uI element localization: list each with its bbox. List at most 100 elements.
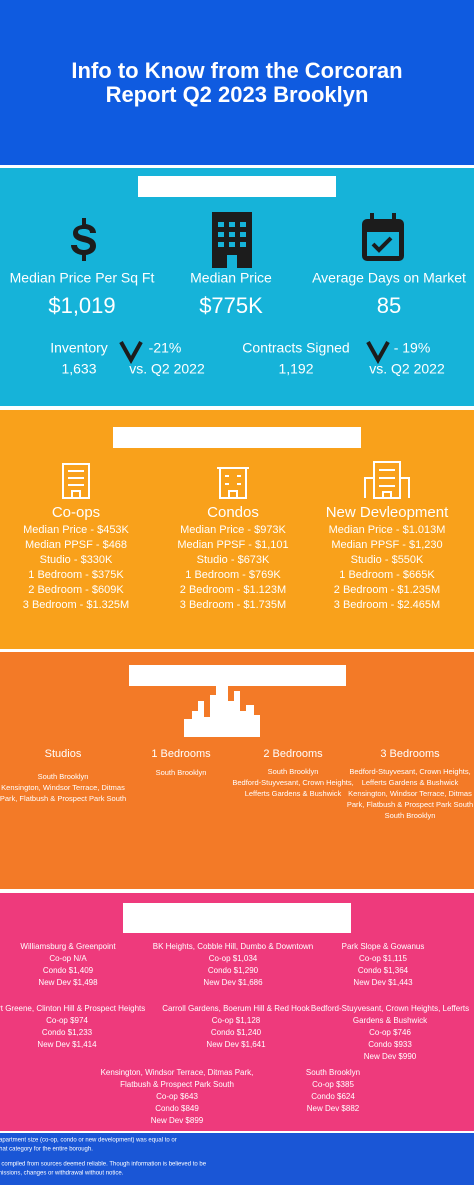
column-heading: 1 Bedrooms: [151, 748, 211, 760]
column-heading: Studios: [45, 748, 82, 760]
stat-label: Median Price Per Sq Ft: [10, 270, 155, 286]
badge: [138, 176, 336, 197]
check-icon: [119, 341, 143, 365]
marketwide-band: [0, 168, 474, 406]
price-line: Condo $1,240: [211, 1028, 262, 1037]
condos-icon: [217, 467, 249, 499]
price-line: Condo $933: [368, 1040, 412, 1049]
section-heading: MARKETWIDE NUMBERS: [164, 179, 311, 193]
area-line: Kensington, Windsor Terrace, Ditmas: [348, 789, 472, 798]
footnote: correct, it is presented subject to erro…: [0, 1171, 124, 1177]
change-comparison: vs. Q2 2022: [129, 361, 205, 377]
section-heading: AREA MEDIAN PRICE PER SQUARE: [142, 906, 332, 918]
area-line: South Brooklyn: [268, 767, 319, 776]
change-comparison: vs. Q2 2022: [369, 361, 445, 377]
header-band: [0, 0, 474, 165]
price-line: Condo $1,364: [358, 966, 409, 975]
price-line: Condo $1,290: [208, 966, 259, 975]
price-line: Co-op $974: [46, 1016, 88, 1025]
price-line: Condo $1,409: [43, 966, 94, 975]
column-heading: Condos: [207, 504, 259, 521]
area-line: Kensington, Windsor Terrace, Ditmas: [1, 783, 125, 792]
area-name: Fort Greene, Clinton Hill & Prospect Hei…: [0, 1004, 145, 1013]
area-line: Bedford-Stuyvesant, Crown Heights,: [349, 767, 470, 776]
area-name: Bedford-Stuyvesant, Crown Heights, Leffe…: [311, 1004, 469, 1013]
column-line: 1 Bedroom - $665K: [339, 569, 435, 581]
column-line: 2 Bedroom - $609K: [28, 584, 124, 596]
column-heading: Co-ops: [52, 504, 100, 521]
column-line: 1 Bedroom - $769K: [185, 569, 281, 581]
price-line: New Dev $1,414: [37, 1040, 97, 1049]
column-line: 2 Bedroom - $1.235M: [334, 584, 440, 596]
title: Report Q2 2023 Brooklyn: [106, 82, 369, 107]
column-line: Median Price - $1.013M: [329, 524, 446, 536]
column-heading: 2 Bedrooms: [263, 748, 323, 760]
area-name: Kensington, Windsor Terrace, Ditmas Park…: [101, 1068, 254, 1077]
area-name: South Brooklyn: [306, 1068, 360, 1077]
area-line: Lefferts Gardens & Bushwick: [362, 778, 459, 787]
price-line: Co-op $1,115: [359, 954, 407, 963]
price-line: Condo $849: [155, 1104, 199, 1113]
skyline-icon: [184, 674, 260, 737]
column-line: Studio - $673K: [197, 554, 270, 566]
price-line: New Dev $1,686: [203, 978, 263, 987]
column-line: Median Price - $973K: [180, 524, 286, 536]
section-heading: MOST AFFORDABLE AREAS FOR...*: [141, 670, 333, 682]
area-line: Park, Flatbush & Prospect Park South: [347, 800, 473, 809]
title: Info to Know from the Corcoran: [71, 58, 402, 83]
footnote: All material herein is intended for info…: [0, 1162, 207, 1168]
check-icon: [366, 341, 390, 365]
price-line: Condo $1,233: [42, 1028, 93, 1037]
column-line: 2 Bedroom - $1.123M: [180, 584, 286, 596]
column-line: Studio - $330K: [40, 554, 113, 566]
column-line: 1 Bedroom - $375K: [28, 569, 124, 581]
price-line: Co-op N/A: [49, 954, 87, 963]
footer-band: [0, 1133, 474, 1185]
change-value: 1,192: [278, 361, 313, 377]
price-line: Co-op $1,128: [212, 1016, 261, 1025]
area-line: South Brooklyn: [385, 811, 436, 820]
section-heading: FOOT: [222, 919, 253, 931]
building-icon: [212, 212, 252, 268]
column-line: Median Price - $453K: [23, 524, 129, 536]
footnote: less than the median price for that cate…: [0, 1147, 93, 1153]
change-value: 1,633: [61, 361, 96, 377]
change-label: Contracts Signed: [242, 340, 349, 356]
footnote: *Areas where the median price per square…: [0, 1138, 177, 1144]
price-line: New Dev $990: [364, 1052, 417, 1061]
price-line: New Dev $1,498: [38, 978, 98, 987]
area-name: BK Heights, Cobble Hill, Dumbo & Downtow…: [153, 942, 314, 951]
price-line: New Dev $899: [151, 1116, 204, 1125]
column-line: 3 Bedroom - $2.465M: [334, 599, 440, 611]
stat-label: Median Price: [190, 270, 272, 286]
area-line: Bedford-Stuyvesant, Crown Heights,: [232, 778, 353, 787]
price-line: Co-op $1,034: [209, 954, 258, 963]
column-line: Median PPSF - $1,230: [331, 539, 442, 551]
price-line: Co-op $643: [156, 1092, 198, 1101]
price-line: Condo $624: [311, 1092, 355, 1101]
area-name: Flatbush & Prospect Park South: [120, 1080, 234, 1089]
badge: [113, 427, 361, 448]
coops-icon: [62, 463, 90, 499]
price-line: New Dev $882: [307, 1104, 360, 1113]
building-band: [0, 410, 474, 649]
column-line: 3 Bedroom - $1.735M: [180, 599, 286, 611]
column-heading: New Devleopment: [326, 504, 449, 521]
badge: [129, 665, 346, 686]
change-label: Inventory: [50, 340, 108, 356]
area-name: Williamsburg & Greenpoint: [20, 942, 116, 951]
area-line: Lefferts Gardens & Bushwick: [245, 789, 342, 798]
area-line: Park, Flatbush & Prospect Park South: [0, 794, 126, 803]
column-line: 3 Bedroom - $1.325M: [23, 599, 129, 611]
stat-value: 85: [377, 293, 401, 318]
column-line: Median PPSF - $1,101: [177, 539, 288, 551]
price-line: New Dev $1,641: [206, 1040, 266, 1049]
new-dev-icon: [364, 461, 410, 499]
column-heading: 3 Bedrooms: [380, 748, 440, 760]
dollar-icon: [71, 218, 96, 261]
area-name: Gardens & Bushwick: [353, 1016, 428, 1025]
column-line: Studio - $550K: [351, 554, 424, 566]
